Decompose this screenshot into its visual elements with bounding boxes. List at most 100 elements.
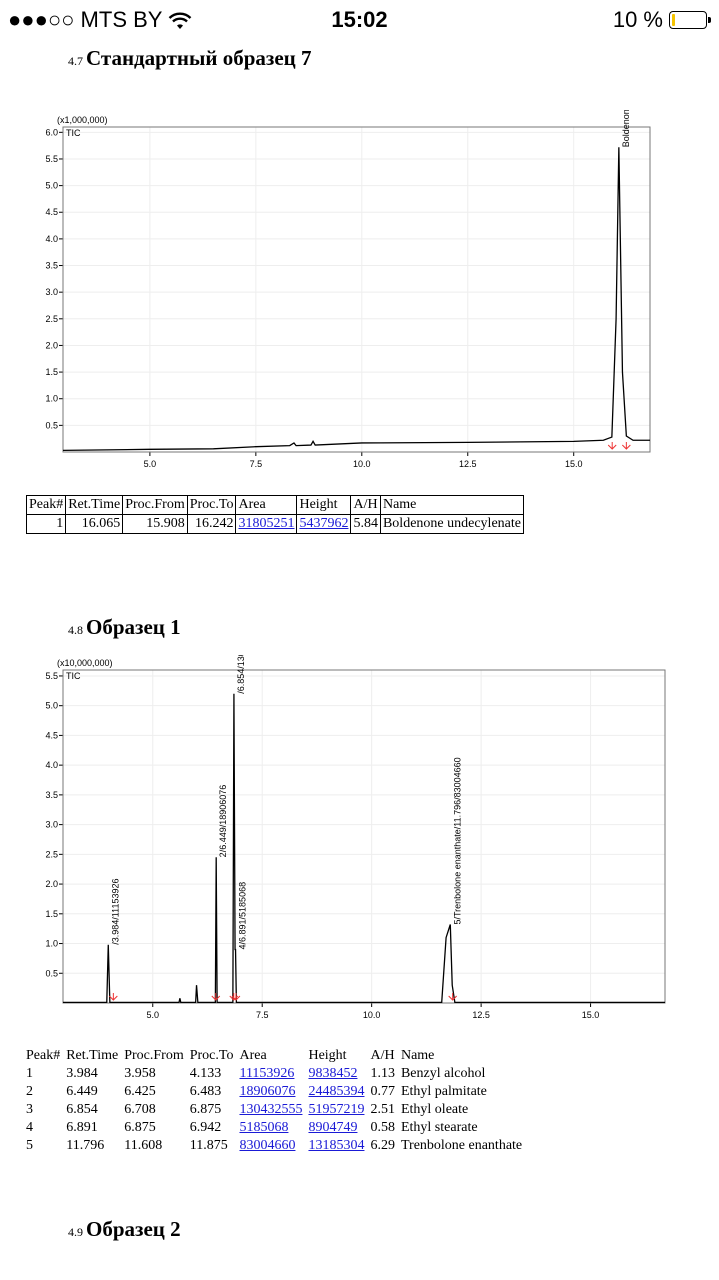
table-row: 1 16.065 15.908 16.242 31805251 5437962 5.84 Bo… <box>25 514 524 534</box>
table-cell: 6.708 <box>124 1102 156 1117</box>
height-link[interactable]: 24485394 <box>308 1084 365 1099</box>
y-multiplier: (x1,000,000) <box>57 115 108 125</box>
table-cell: 1 <box>26 1066 33 1081</box>
y-tick-label: 3.0 <box>45 287 58 297</box>
table-header-row: Peak# Ret.Time Proc.From Proc.To Area Height A… <box>26 1047 528 1065</box>
y-tick-label: 1.0 <box>45 394 58 404</box>
table-cell: Ethyl oleate <box>400 1102 469 1117</box>
table-cell: 6.875 <box>124 1120 156 1135</box>
x-tick-label: 5.0 <box>146 1010 159 1020</box>
table-cell: 11.608 <box>124 1138 163 1153</box>
column-header: Proc.From <box>124 1048 184 1063</box>
y-tick-label: 5.0 <box>45 701 58 711</box>
table-cell: Ethyl palmitate <box>400 1084 487 1099</box>
table-cell: 0.77 <box>370 1084 395 1099</box>
y-tick-label: 4.0 <box>45 234 58 244</box>
x-tick-label: 10.0 <box>353 459 371 469</box>
area-link[interactable]: 83004660 <box>239 1138 296 1153</box>
table-row: 1 3.984 3.958 4.133 11153926 9838452 1.13 Benzy… <box>26 1065 528 1083</box>
y-multiplier: (x10,000,000) <box>57 658 113 668</box>
y-tick-label: 5.5 <box>45 154 58 164</box>
section-heading: 4.9 Образец 2 <box>68 1217 181 1241</box>
table-cell: 6.29 <box>370 1138 395 1153</box>
area-link[interactable]: 18906076 <box>239 1084 296 1099</box>
table-cell: 6.875 <box>189 1102 222 1117</box>
y-tick-label: 5.0 <box>45 181 58 191</box>
trace-label: TIC <box>66 671 81 681</box>
column-header: Area <box>239 1048 267 1063</box>
y-tick-label: 5.5 <box>45 671 58 681</box>
clock: 15:02 <box>331 7 388 32</box>
x-tick-label: 12.5 <box>472 1010 490 1020</box>
area-link[interactable]: 31805251 <box>238 516 295 531</box>
x-tick-label: 5.0 <box>144 459 157 469</box>
battery-percent: 10 % <box>612 7 663 32</box>
y-tick-label: 3.5 <box>45 790 58 800</box>
baseline-marker <box>231 993 241 1001</box>
table-cell: Trenbolone enanthate <box>400 1138 523 1153</box>
y-tick-label: 4.5 <box>45 730 58 740</box>
y-tick-label: 3.0 <box>45 820 58 830</box>
y-tick-label: 1.5 <box>45 367 58 377</box>
y-tick-label: 3.5 <box>45 261 58 271</box>
section-heading: 4.8 Образец 1 <box>68 615 181 639</box>
height-link[interactable]: 5437962 <box>299 516 349 531</box>
column-header: Proc.To <box>186 495 237 515</box>
y-tick-label: 2.0 <box>45 340 58 350</box>
column-header: A/H <box>350 495 381 515</box>
peak-label: /6.854/130432555 <box>236 655 246 694</box>
peak-label: 4/6.891/5185068 <box>238 882 248 950</box>
table-cell: 16.065 <box>65 514 124 534</box>
table-cell: 6.942 <box>189 1120 222 1135</box>
table-cell: 11.796 <box>66 1138 105 1153</box>
peak-label: 2/6.449/18906076 <box>218 785 228 858</box>
y-tick-label: 6.0 <box>45 127 58 137</box>
x-tick-label: 15.0 <box>582 1010 600 1020</box>
table-cell: Ethyl stearate <box>400 1120 478 1135</box>
table-cell: Boldenone undecylenate <box>379 514 524 534</box>
y-tick-label: 2.5 <box>45 314 58 324</box>
y-tick-label: 1.0 <box>45 939 58 949</box>
table-cell: 1.13 <box>370 1066 395 1081</box>
status-bar: ●●●○○ MTS BY 15:02 10 % <box>0 0 719 40</box>
height-link[interactable]: 13185304 <box>308 1138 365 1153</box>
height-link[interactable]: 8904749 <box>308 1120 358 1135</box>
table-cell: 5 <box>26 1138 33 1153</box>
area-link[interactable]: 130432555 <box>239 1102 303 1117</box>
table-row: 2 6.449 6.425 6.483 18906076 24485394 0.77 Ethy… <box>26 1083 528 1101</box>
table-cell: 3.984 <box>66 1066 98 1081</box>
table-cell: 2.51 <box>370 1102 395 1117</box>
height-link[interactable]: 51957219 <box>308 1102 365 1117</box>
y-tick-label: 0.5 <box>45 968 58 978</box>
column-header: Peak# <box>26 1048 61 1063</box>
area-link[interactable]: 5185068 <box>239 1120 289 1135</box>
table-cell: 3.958 <box>124 1066 156 1081</box>
section-heading: 4.7 Стандартный образец 7 <box>68 46 312 70</box>
chromatogram-standard-7: 0.5 1.0 1.5 2.0 2.5 3.0 3.5 4.0 4.5 5.0 5.5 6.0 5.0 7… <box>45 110 651 469</box>
x-tick-label: 12.5 <box>459 459 477 469</box>
table-row: 5 11.796 11.608 11.875 83004660 13185304 6.29 T… <box>26 1137 528 1155</box>
column-header: Name <box>400 1048 435 1063</box>
table-cell: 11.875 <box>189 1138 228 1153</box>
trace-label: TIC <box>66 128 81 138</box>
tic-trace <box>63 693 665 1004</box>
baseline-marker <box>211 993 221 1001</box>
table-cell: 0.58 <box>370 1120 395 1135</box>
chromatogram-sample-1: 0.5 1.0 1.5 2.0 2.5 3.0 3.5 4.0 4.5 5.0 5.5 5.0 7.5 1… <box>45 655 666 1020</box>
table-cell: Benzyl alcohol <box>400 1066 486 1081</box>
y-tick-label: 0.5 <box>45 420 58 430</box>
height-link[interactable]: 9838452 <box>308 1066 358 1081</box>
y-tick-label: 2.0 <box>45 879 58 889</box>
column-header: Ret.Time <box>65 495 124 515</box>
table-row: 3 6.854 6.708 6.875 130432555 51957219 2.51 Eth… <box>26 1101 528 1119</box>
peak-label: Boldenone undecylenate/16.065/31805251 <box>621 110 631 147</box>
table-cell: 6.425 <box>124 1084 156 1099</box>
plot-frame <box>62 126 651 453</box>
x-tick-label: 15.0 <box>565 459 583 469</box>
peak-label: 5/Trenbolone enanthate/11.796/83004660 <box>452 757 462 924</box>
table-cell: 6.891 <box>66 1120 98 1135</box>
table-cell: 4 <box>26 1120 33 1135</box>
table-cell: 6.449 <box>66 1084 98 1099</box>
column-header: Height <box>296 495 352 515</box>
area-link[interactable]: 11153926 <box>239 1066 295 1081</box>
